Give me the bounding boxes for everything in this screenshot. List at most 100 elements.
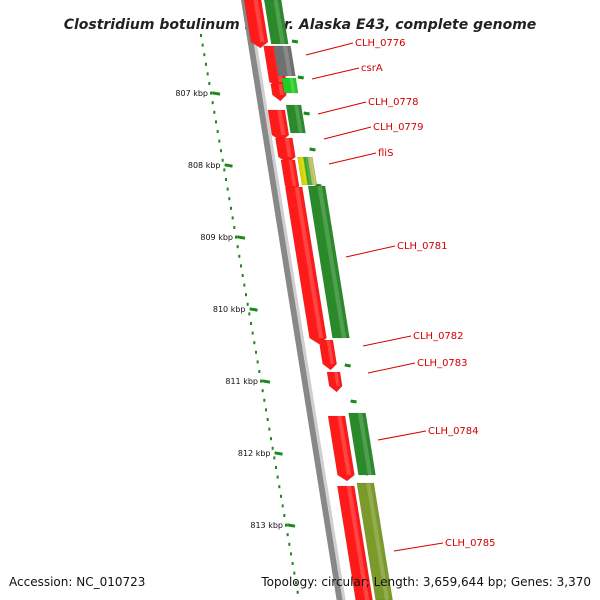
kbp-tick (274, 451, 283, 456)
ruler-dot (279, 494, 282, 498)
ruler-dot (288, 542, 291, 546)
gene-highlight (300, 157, 307, 185)
gene-feature (327, 415, 355, 482)
ruler-dot (293, 571, 296, 575)
gene-feature (356, 482, 393, 600)
gene-highlight (337, 416, 352, 475)
ruler-dot (276, 475, 279, 479)
gene-label: fliS (378, 148, 393, 159)
ruler-dot (223, 168, 226, 172)
label-leader-line (323, 126, 372, 140)
label-leader-line (311, 67, 360, 80)
outer-ruler-tick (291, 39, 299, 44)
label-leader-line (377, 430, 427, 441)
outer-ruler-tick (309, 147, 316, 152)
ruler-dot (283, 514, 286, 517)
gene-label: CLH_0782 (413, 331, 464, 342)
ruler-dot (249, 322, 252, 325)
ruler-dot (246, 302, 249, 306)
gene-highlight (294, 105, 303, 133)
gene-feature (263, 0, 289, 45)
ruler-dot (271, 446, 274, 450)
ruler-dot (204, 62, 207, 66)
ruler-dot (296, 590, 299, 594)
kbp-tick (224, 163, 233, 168)
gene-highlight (326, 340, 334, 364)
gene-feature (337, 485, 373, 600)
ruler-dot (221, 158, 224, 162)
kbp-label: 812 kbp (238, 449, 271, 458)
gene-highlight (288, 160, 297, 186)
outer-ruler-tick (303, 111, 310, 116)
gene-highlight (305, 157, 312, 185)
ruler-dot (243, 283, 246, 287)
outer-ruler-tick (297, 75, 304, 80)
backbone-shadow (247, 0, 346, 600)
ruler-dot (278, 485, 281, 489)
gene-label: CLH_0781 (397, 241, 448, 252)
gene-feature (270, 83, 287, 102)
kbp-tick (211, 91, 221, 96)
ruler-dot (206, 72, 209, 76)
ruler-dot (259, 379, 262, 383)
outer-ruler-tick (344, 363, 351, 368)
ruler-dot (200, 34, 202, 37)
ruler-dot (254, 350, 257, 354)
ruler-dot (239, 264, 242, 268)
label-leader-line (393, 542, 444, 552)
gene-highlight (310, 157, 316, 185)
genome-stats-text: Topology: circular; Length: 3,659,644 bp… (261, 575, 591, 589)
ruler-dot (208, 82, 211, 85)
gene-feature (243, 0, 269, 49)
ruler-dot (228, 197, 231, 201)
ruler-dot (201, 43, 204, 47)
gene-feature (307, 156, 318, 186)
gene-highlight (346, 486, 370, 600)
ruler-dot (231, 216, 234, 220)
gene-highlight (278, 84, 284, 95)
ruler-dot (236, 245, 239, 249)
label-leader-line (317, 101, 367, 115)
ruler-dot (209, 91, 212, 95)
gene-label: CLH_0778 (368, 97, 419, 108)
ruler-dot (274, 466, 277, 469)
map-title: Clostridium botulinum E3 str. Alaska E43… (63, 17, 537, 34)
ruler-dot (294, 581, 297, 585)
gene-label: csrA (361, 63, 383, 74)
label-leader-line (328, 152, 377, 165)
gene-feature (326, 371, 343, 393)
ruler-dot (263, 398, 266, 402)
gene-label: CLH_0784 (428, 426, 479, 437)
gene-highlight (253, 0, 265, 42)
gene-feature (348, 412, 376, 476)
gene-feature (273, 45, 296, 77)
ruler-dot (238, 254, 241, 258)
outer-ruler-tick (350, 399, 357, 404)
label-leader-line (345, 245, 396, 258)
ruler-dot (251, 331, 254, 335)
kbp-tick (249, 307, 258, 312)
ruler-dot (214, 120, 217, 124)
ruler-dot (234, 235, 237, 239)
accession-text: Accession: NC_010723 (9, 575, 146, 589)
ruler-dot (253, 341, 256, 345)
gene-feature (281, 77, 299, 94)
kbp-label: 811 kbp (225, 377, 258, 386)
ruler-dot (224, 178, 227, 181)
ruler-dot (268, 427, 271, 431)
ruler-dot (203, 53, 206, 57)
kbp-label: 813 kbp (250, 521, 283, 530)
label-leader-line (367, 362, 416, 374)
gene-highlight (277, 110, 286, 135)
ruler-dot (261, 389, 264, 393)
gene-highlight (317, 186, 347, 338)
gene-highlight (289, 78, 296, 93)
gene-label: CLH_0783 (417, 358, 468, 369)
kbp-tick (236, 235, 246, 240)
ruler-dot (269, 437, 272, 441)
ruler-dot (256, 360, 259, 364)
ruler-dot (229, 206, 232, 210)
gene-highlight (294, 187, 324, 338)
gene-feature (318, 339, 337, 371)
